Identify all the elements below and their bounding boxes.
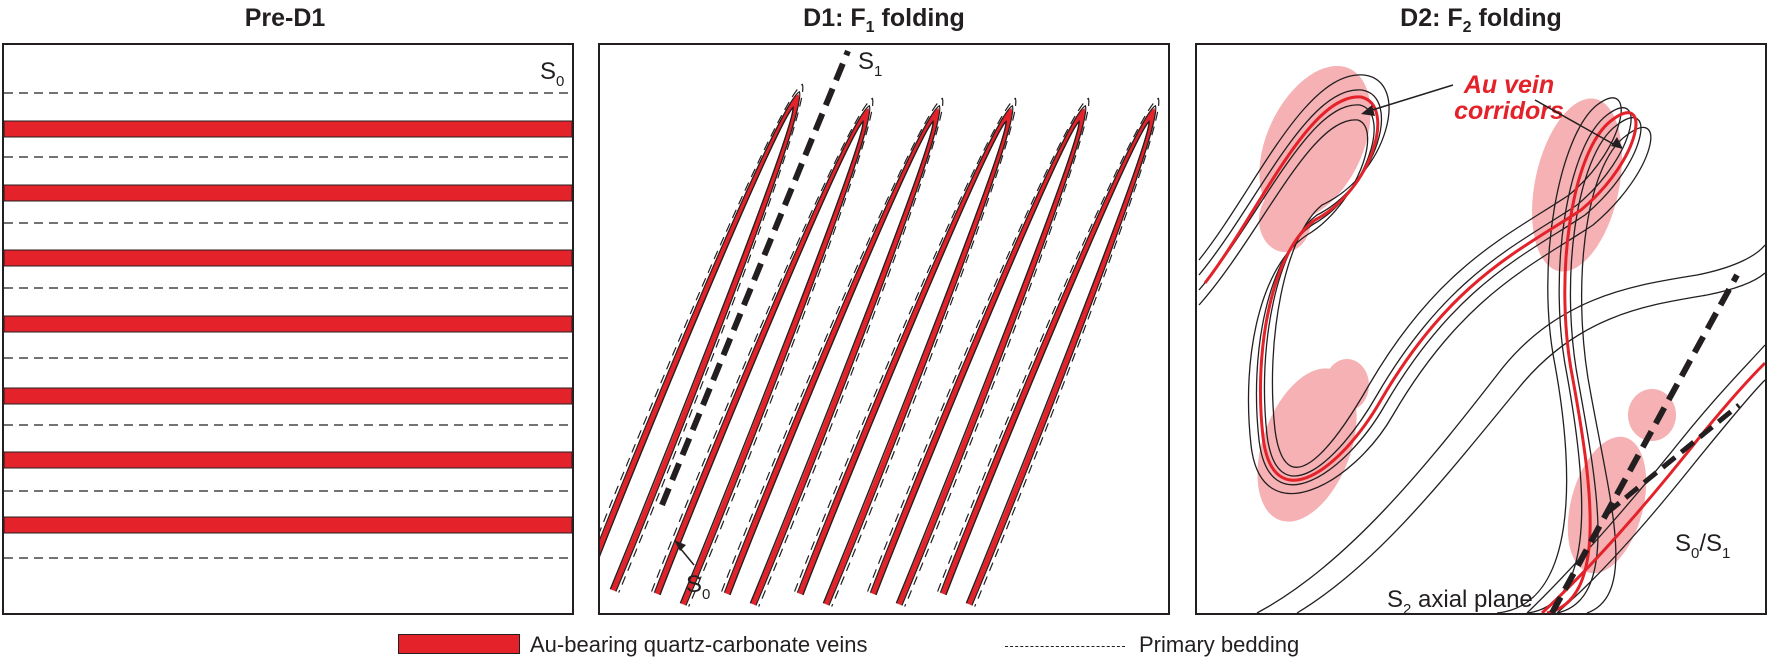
corridor-upper-left-lobe [1259,188,1311,252]
panel-title-d2: D2: F2 folding [1400,4,1562,36]
s0-s1-label: S0/S1 [1675,530,1730,562]
au-vein-callout-line1: Au vein [1463,71,1554,99]
s0-pointer [679,547,695,566]
legend: Au-bearing quartz-carbonate veins [398,632,868,658]
layer [1198,74,1622,613]
legend-bedding-swatch [1005,646,1125,647]
d2-fold-diagram: Au vein corridors S0/S1 S2 axial plane [1198,65,1765,613]
vein-band [4,516,572,534]
d1-fold-diagram: S1 S0 [600,48,1168,613]
panel-title-d1: D1: F1 folding [803,4,965,36]
vein-band [4,387,572,405]
legend-bedding: Primary bedding [1005,632,1299,658]
layer [1296,272,1765,613]
legend-vein-swatch [398,634,520,654]
s0-arrowhead [674,540,686,551]
layer [1198,104,1642,613]
s2-axial-plane-label: S2 axial plane [1387,586,1533,613]
layer [1198,119,1652,613]
vein-band [4,451,572,469]
layer [1556,379,1765,613]
panel-d2-f2-folding: Au vein corridors S0/S1 S2 axial plane [1195,43,1767,615]
vein-trace [1540,361,1765,613]
corridor-lower-left-lobe [1325,359,1369,411]
pre-d1-veins [4,120,572,534]
corridor-lower-right-lobe [1628,389,1676,441]
vein-band [4,249,572,267]
layer [1526,344,1765,613]
legend-bedding-label: Primary bedding [1139,632,1300,657]
vein-band [4,315,572,333]
au-vein-callout-line2: corridors [1454,97,1564,125]
s0-label-d1: S0 [686,571,710,603]
callout-leader-left [1368,84,1454,112]
f2-refolded-layers [1198,74,1765,613]
callout-arrowhead-left [1361,105,1375,116]
vein-trace [1203,95,1638,613]
layer [1198,89,1632,613]
callout-arrowhead-right [1611,137,1623,149]
pre-d1-bedding-lines [4,92,572,559]
panel-d1-f1-folding: S1 S0 [598,43,1170,615]
s1-label: S1 [858,48,882,80]
layer [1256,244,1765,613]
callout-leader-right [1534,99,1616,146]
vein-band [4,184,572,202]
vein-band [4,120,572,138]
s0-s1-trace [1605,403,1741,515]
panel-title-pre-d1: Pre-D1 [244,4,326,32]
s1-axial-trace [659,49,851,507]
legend-vein-label: Au-bearing quartz-carbonate veins [530,632,868,657]
panel-pre-d1: S0 [2,43,574,615]
f1-fold-train [600,77,1168,607]
corridor-upper-left [1259,65,1371,221]
s0-label: S0 [540,58,564,90]
pre-d1-strata: S0 [4,58,572,559]
s2-axial-plane-trace [1549,273,1740,613]
